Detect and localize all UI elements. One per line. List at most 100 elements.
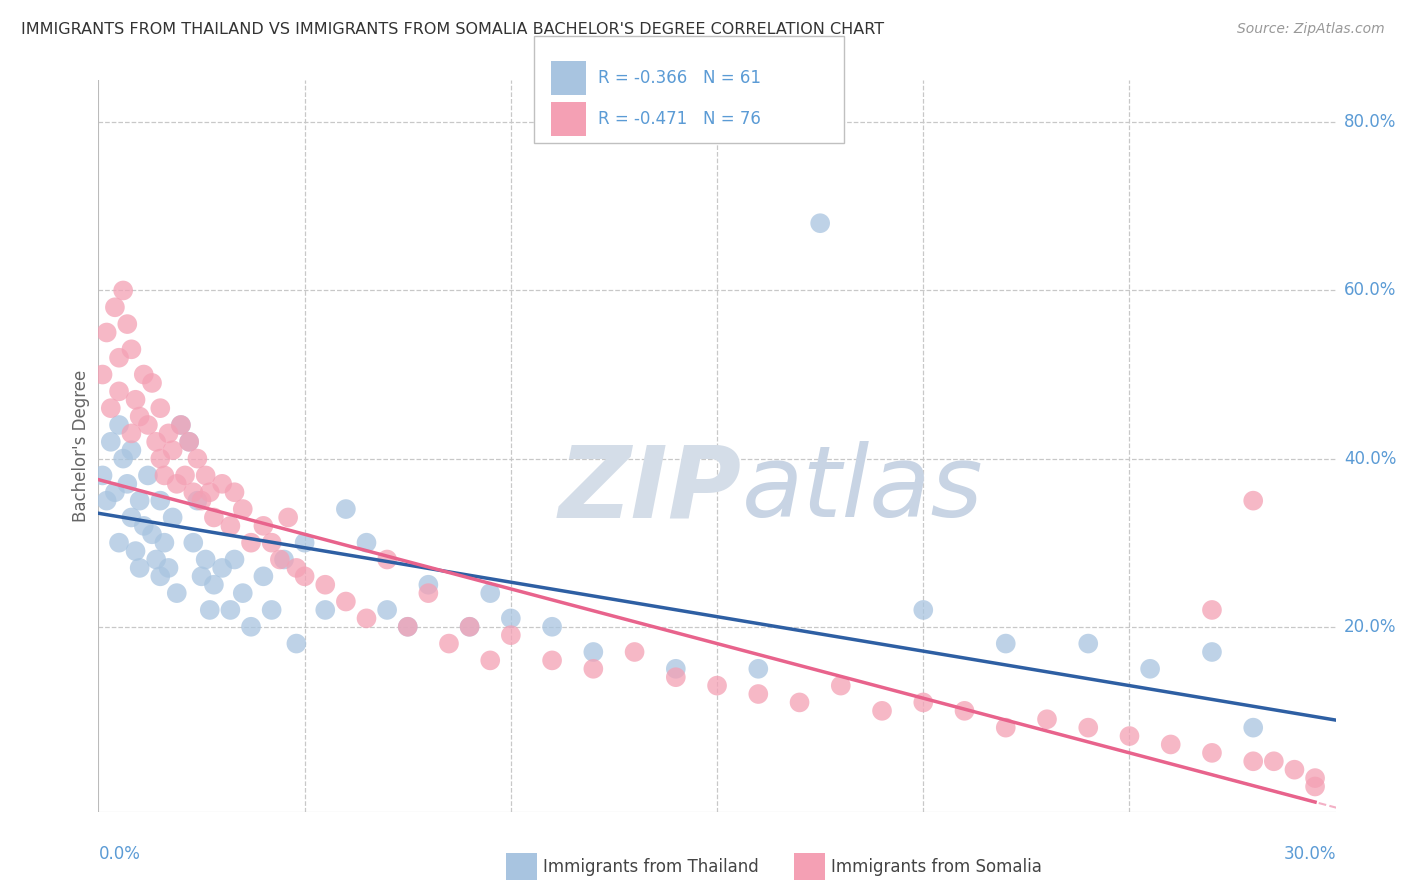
Point: [157, 561, 180, 575]
Point: [145, 552, 167, 566]
Point: [166, 586, 188, 600]
Point: [96, 493, 118, 508]
Point: [240, 535, 263, 549]
Point: [1118, 729, 1140, 743]
Point: [1303, 780, 1326, 794]
Text: 80.0%: 80.0%: [1344, 113, 1396, 131]
Point: [1036, 712, 1059, 726]
Point: [994, 636, 1017, 650]
Point: [314, 603, 336, 617]
Text: R = -0.366   N = 61: R = -0.366 N = 61: [598, 69, 761, 87]
Y-axis label: Bachelor's Degree: Bachelor's Degree: [72, 370, 90, 522]
Point: [269, 552, 291, 566]
Text: 40.0%: 40.0%: [1344, 450, 1396, 467]
Point: [830, 679, 852, 693]
Point: [202, 510, 225, 524]
Point: [128, 493, 150, 508]
Point: [458, 620, 481, 634]
Point: [112, 451, 135, 466]
Text: Source: ZipAtlas.com: Source: ZipAtlas.com: [1237, 22, 1385, 37]
Point: [260, 603, 283, 617]
Point: [132, 519, 155, 533]
Point: [912, 603, 935, 617]
Point: [277, 510, 299, 524]
Point: [499, 611, 522, 625]
Point: [120, 426, 142, 441]
Point: [157, 426, 180, 441]
Point: [260, 535, 283, 549]
Point: [335, 502, 357, 516]
Point: [149, 493, 172, 508]
Point: [808, 216, 831, 230]
Point: [132, 368, 155, 382]
Point: [1139, 662, 1161, 676]
Point: [136, 417, 159, 432]
Point: [108, 384, 131, 399]
Point: [91, 468, 114, 483]
Point: [582, 662, 605, 676]
Text: 20.0%: 20.0%: [1344, 618, 1396, 636]
Point: [335, 594, 357, 608]
Point: [994, 721, 1017, 735]
Point: [174, 468, 197, 483]
Point: [124, 544, 146, 558]
Point: [273, 552, 295, 566]
Point: [141, 527, 163, 541]
Point: [285, 561, 308, 575]
Point: [224, 485, 246, 500]
Point: [294, 569, 316, 583]
Point: [219, 519, 242, 533]
Point: [211, 476, 233, 491]
Point: [124, 392, 146, 407]
Point: [294, 535, 316, 549]
Point: [240, 620, 263, 634]
Point: [252, 519, 274, 533]
Text: Immigrants from Thailand: Immigrants from Thailand: [543, 858, 758, 876]
Point: [117, 476, 139, 491]
Point: [198, 603, 221, 617]
Point: [190, 569, 212, 583]
Point: [141, 376, 163, 390]
Point: [100, 434, 122, 449]
Point: [186, 493, 208, 508]
Point: [1241, 721, 1264, 735]
Point: [153, 468, 176, 483]
Point: [437, 636, 460, 650]
Point: [162, 510, 184, 524]
Point: [104, 300, 127, 314]
Point: [479, 586, 502, 600]
Point: [1303, 771, 1326, 785]
Point: [219, 603, 242, 617]
Point: [202, 578, 225, 592]
Point: [396, 620, 419, 634]
Point: [194, 468, 217, 483]
Point: [96, 326, 118, 340]
Point: [706, 679, 728, 693]
Point: [418, 586, 440, 600]
Point: [375, 603, 398, 617]
Point: [149, 401, 172, 416]
Text: atlas: atlas: [742, 442, 983, 539]
Text: Immigrants from Somalia: Immigrants from Somalia: [831, 858, 1042, 876]
Point: [149, 451, 172, 466]
Point: [91, 368, 114, 382]
Point: [665, 662, 688, 676]
Point: [582, 645, 605, 659]
Point: [1263, 754, 1285, 768]
Point: [1077, 636, 1099, 650]
Text: 0.0%: 0.0%: [98, 846, 141, 863]
Point: [1241, 493, 1264, 508]
Point: [211, 561, 233, 575]
Point: [100, 401, 122, 416]
Point: [179, 434, 201, 449]
Point: [314, 578, 336, 592]
Text: ZIP: ZIP: [558, 442, 742, 539]
Point: [198, 485, 221, 500]
Point: [181, 485, 204, 500]
Point: [252, 569, 274, 583]
Text: 60.0%: 60.0%: [1344, 282, 1396, 300]
Point: [128, 409, 150, 424]
Point: [285, 636, 308, 650]
Point: [194, 552, 217, 566]
Point: [190, 493, 212, 508]
